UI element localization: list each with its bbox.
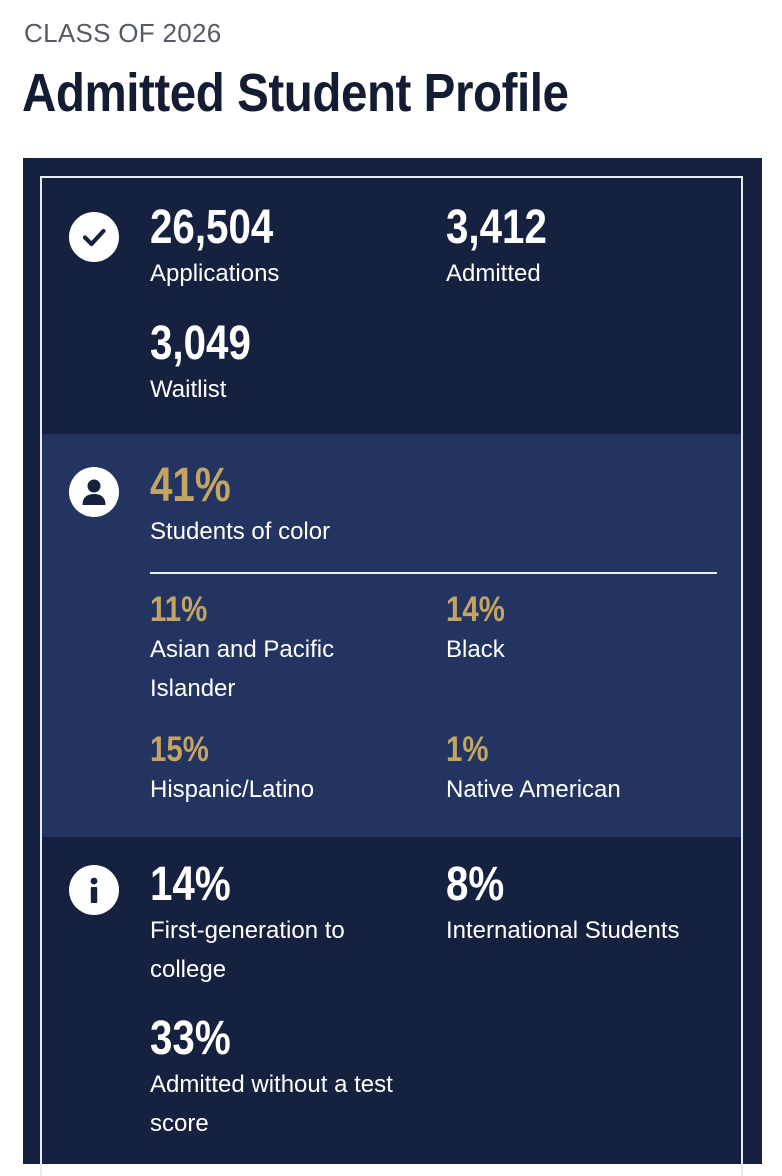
stat-value: 14%: [446, 590, 505, 629]
stat-value: 3,412: [446, 201, 547, 254]
stat-label: First-generation to college: [150, 917, 345, 983]
stat-native-american: 1% Native American: [446, 730, 716, 809]
stat-waitlist: 3,049 Waitlist: [150, 318, 430, 409]
page-title: Admitted Student Profile: [22, 63, 569, 123]
stat-label: Hispanic/Latino: [150, 776, 315, 803]
stat-value: 3,049: [150, 317, 251, 370]
stat-label: Students of color: [150, 518, 331, 545]
stat-admitted: 3,412 Admitted: [446, 202, 726, 293]
profile-card: 26,504 Applications 3,412 Admitted 3,049…: [23, 158, 762, 1176]
stat-value: 33%: [150, 1012, 231, 1065]
stat-value: 11%: [150, 590, 208, 629]
stat-label: Asian and Pacific Islander: [150, 636, 335, 702]
eyebrow-label: CLASS OF 2026: [24, 18, 222, 48]
stat-value: 15%: [150, 730, 209, 769]
check-circle-icon: [69, 212, 119, 262]
stat-label: Admitted without a test score: [150, 1071, 393, 1137]
diversity-section: 41% Students of color 11% Asian and Paci…: [42, 434, 741, 837]
stat-value: 41%: [150, 459, 231, 512]
card-frame: [40, 176, 743, 1176]
stat-first-generation: 14% First-generation to college: [150, 859, 390, 989]
stat-label: Admitted: [446, 260, 541, 287]
stat-label: Native American: [446, 776, 621, 803]
stat-hispanic-latino: 15% Hispanic/Latino: [150, 730, 410, 809]
stat-value: 26,504: [150, 201, 274, 254]
stat-international: 8% International Students: [446, 859, 736, 950]
stat-asian-pacific-islander: 11% Asian and Pacific Islander: [150, 590, 370, 708]
stat-students-of-color: 41% Students of color: [150, 460, 710, 551]
stat-black: 14% Black: [446, 590, 706, 669]
stat-value: 1%: [446, 730, 489, 769]
overview-section: 26,504 Applications 3,412 Admitted 3,049…: [42, 178, 741, 434]
info-icon: [69, 865, 119, 915]
stat-applications: 26,504 Applications: [150, 202, 430, 293]
person-icon: [69, 467, 119, 517]
stat-label: International Students: [446, 917, 680, 944]
stat-value: 8%: [446, 858, 505, 911]
stat-value: 14%: [150, 858, 231, 911]
section-divider: [150, 572, 717, 574]
other-stats-section: 14% First-generation to college 8% Inter…: [42, 837, 741, 1164]
stat-label: Applications: [150, 260, 280, 287]
stat-test-optional: 33% Admitted without a test score: [150, 1013, 440, 1143]
stat-label: Black: [446, 636, 505, 663]
stat-label: Waitlist: [150, 376, 227, 403]
